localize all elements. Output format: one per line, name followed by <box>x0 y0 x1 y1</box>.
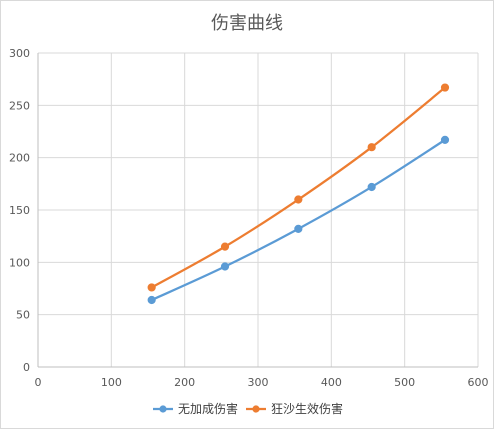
x-tick-label: 300 <box>248 376 269 389</box>
grid-layer <box>38 52 479 367</box>
legend-label: 狂沙生效伤害 <box>271 401 343 416</box>
data-point <box>440 83 450 92</box>
y-tick-label: 150 <box>9 204 30 217</box>
legend-swatch-marker <box>252 405 260 413</box>
y-tick-label: 50 <box>16 309 30 322</box>
series-line-1 <box>151 86 446 289</box>
x-tick-label: 200 <box>174 376 195 389</box>
x-tick-label: 100 <box>101 376 122 389</box>
data-point <box>147 295 156 305</box>
y-tick-label: 0 <box>23 361 30 374</box>
data-point <box>220 242 230 251</box>
legend: 无加成伤害 狂沙生效伤害 <box>153 401 343 416</box>
series-layer <box>147 83 450 305</box>
data-point <box>440 135 450 144</box>
legend-label: 无加成伤害 <box>178 401 238 416</box>
data-point <box>220 262 230 271</box>
x-tick-label: 0 <box>35 376 42 389</box>
x-tick-label: 400 <box>321 376 342 389</box>
y-tick-label: 100 <box>9 256 30 269</box>
x-tick-label: 500 <box>394 376 415 389</box>
legend-swatch-marker <box>159 405 167 413</box>
x-tick-label: 600 <box>468 376 489 389</box>
series-line-0 <box>151 138 446 302</box>
data-point <box>367 182 376 192</box>
y-tick-label: 250 <box>9 99 30 112</box>
axis-layer: 0 50 100 150 200 250 300 0 100 200 300 400 500 600 <box>9 47 489 389</box>
y-tick-label: 200 <box>9 152 30 165</box>
chart-title: 伤害曲线 <box>211 13 283 34</box>
y-tick-label: 300 <box>9 47 30 60</box>
data-point <box>294 224 303 233</box>
data-point <box>147 283 156 292</box>
data-point <box>367 143 376 152</box>
data-point <box>294 195 303 204</box>
